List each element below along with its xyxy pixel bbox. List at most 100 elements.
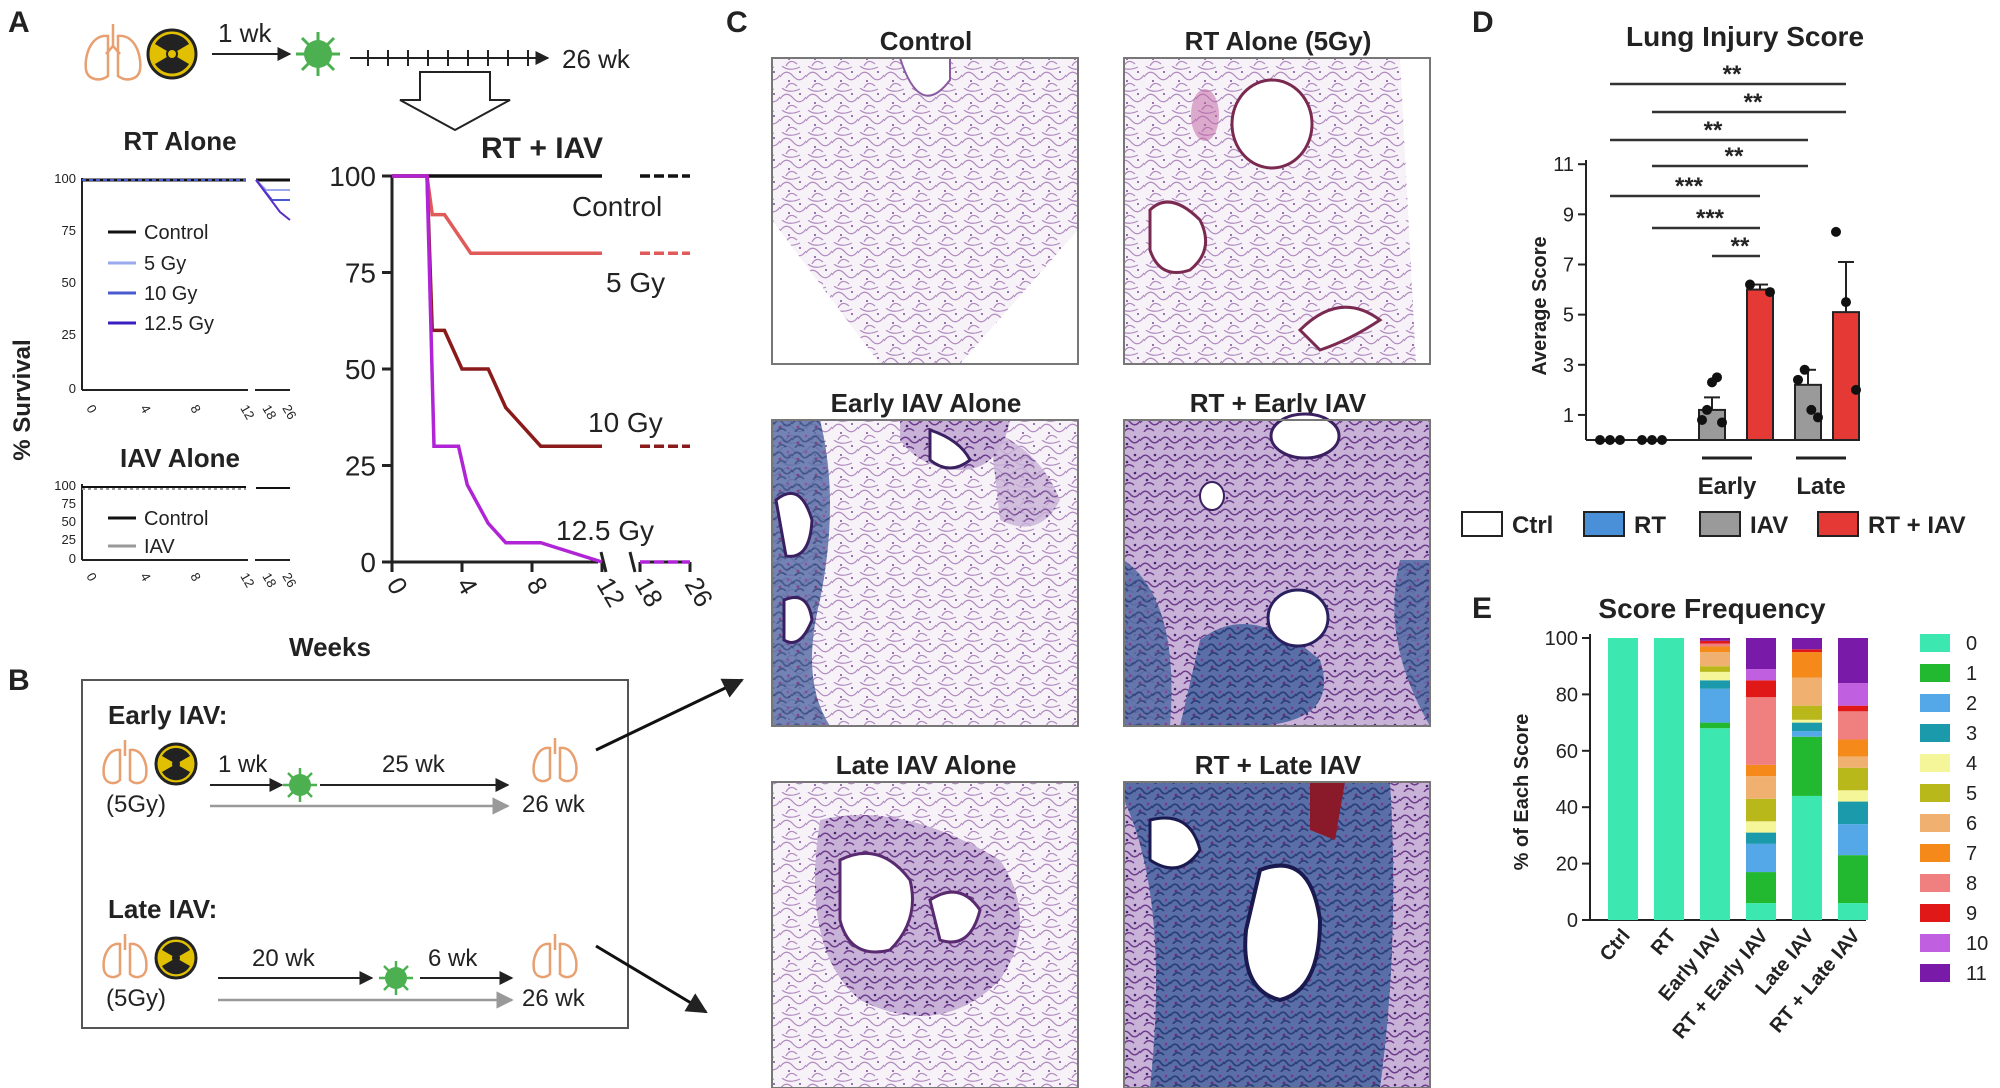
iav-alone-xtick: 4 [137, 570, 154, 584]
frequency-legend-label: 1 [1966, 663, 1977, 685]
frequency-legend-label: 4 [1966, 753, 1977, 775]
injury-legend-swatch [1461, 511, 1503, 537]
significance-label: ** [1731, 233, 1750, 260]
frequency-segment [1746, 680, 1776, 698]
frequency-ytick-label: 80 [1556, 684, 1578, 706]
survival-series-label: 10 Gy [588, 407, 663, 438]
injury-data-point [1615, 435, 1625, 445]
frequency-ytick-label: 40 [1556, 797, 1578, 819]
rt-alone-xtick: 4 [137, 402, 154, 416]
histology-title: Control [880, 26, 972, 56]
frequency-legend-label: 9 [1966, 903, 1977, 925]
injury-data-point [1765, 287, 1775, 298]
early-iav-title: Early IAV: [108, 700, 227, 730]
lung-icon [532, 738, 578, 783]
pointer-arrow [595, 944, 708, 1014]
frequency-segment [1608, 638, 1638, 920]
injury-group-label: Early [1698, 473, 1757, 500]
injury-legend-label: Ctrl [1512, 512, 1553, 539]
frequency-segment [1792, 652, 1822, 678]
injury-data-point [1637, 435, 1647, 445]
panel-b-schedule: Early IAV: (5Gy) 1 wk 25 wk 26 wk Late I… [81, 679, 629, 1029]
injury-ylabel: Average Score [1529, 236, 1551, 375]
rt-alone-ytick: 50 [62, 275, 76, 290]
iav-alone-ytick: 25 [62, 532, 76, 547]
virus-icon [379, 961, 413, 995]
iav-alone-xtick: 0 [83, 570, 100, 584]
significance-label: *** [1675, 173, 1704, 200]
survival-ytick-label: 100 [329, 161, 376, 192]
frequency-segment [1838, 705, 1868, 712]
rt-alone-xtick: 18 [259, 402, 279, 422]
panel-letter-c: C [726, 6, 748, 39]
iav-alone-ytick: 75 [62, 496, 76, 511]
histology-title: RT Alone (5Gy) [1185, 26, 1372, 56]
down-arrow-icon [399, 71, 511, 132]
injury-legend-label: IAV [1750, 512, 1788, 539]
injury-data-point [1605, 435, 1615, 445]
significance-label: ** [1744, 89, 1763, 116]
iav-alone-ytick: 0 [69, 551, 76, 566]
survival-xtick-label: 18 [629, 572, 669, 612]
frequency-segment [1838, 638, 1868, 684]
iav-alone-xtick: 8 [187, 570, 204, 584]
injury-legend-swatch [1817, 511, 1859, 537]
survival-series-label: Control [572, 191, 662, 222]
panel-c-histology: Control RT Alone (5Gy) Early IAV Alone R… [771, 26, 1431, 1088]
frequency-segment [1654, 638, 1684, 920]
frequency-segment [1700, 722, 1730, 729]
frequency-ytick-label: 0 [1567, 910, 1578, 932]
frequency-segment [1746, 776, 1776, 799]
frequency-segment [1838, 756, 1868, 768]
frequency-segment [1700, 680, 1730, 689]
rt-alone-ytick: 25 [62, 327, 76, 342]
frequency-segment [1838, 711, 1868, 740]
lung-injury-score-chart: Lung Injury Score Average Score 1357911 … [1461, 21, 1966, 539]
frequency-legend-swatch [1920, 814, 1950, 832]
survival-xtick-label: 0 [381, 572, 414, 600]
iav-alone-xtick: 26 [279, 570, 299, 590]
significance-label: *** [1696, 205, 1725, 232]
panel-letter-e: E [1472, 592, 1492, 625]
significance-label: ** [1704, 117, 1723, 144]
frequency-segment [1792, 722, 1822, 732]
frequency-segment [1838, 824, 1868, 856]
injury-data-point [1806, 404, 1817, 415]
injury-chart-title: Lung Injury Score [1626, 21, 1864, 52]
lung-icon [84, 24, 142, 81]
panel-letter-d: D [1472, 6, 1494, 39]
panel-a-timeline: 1 wk 26 wk [84, 18, 631, 132]
rt-alone-ytick: 75 [62, 223, 76, 238]
survival-ytick-label: 75 [345, 258, 376, 289]
frequency-segment [1700, 646, 1730, 653]
frequency-segment [1746, 669, 1776, 681]
histology-title: Early IAV Alone [831, 388, 1022, 418]
survival-ytick-label: 25 [345, 451, 376, 482]
lung-icon [532, 934, 578, 979]
radiation-icon [154, 742, 198, 786]
injury-data-point [1595, 435, 1605, 445]
rt-alone-xtick: 0 [83, 402, 100, 416]
frequency-segment [1746, 798, 1776, 822]
frequency-segment [1838, 767, 1868, 791]
panel-letter-b: B [8, 664, 30, 697]
rt-alone-legend-item: Control [144, 222, 208, 244]
frequency-segment [1746, 638, 1776, 670]
frequency-legend-label: 11 [1966, 963, 1987, 985]
radiation-icon [146, 28, 198, 80]
rt-alone-ytick: 100 [54, 171, 76, 186]
survival-xlabel: Weeks [289, 632, 371, 662]
frequency-legend-label: 2 [1966, 693, 1977, 715]
survival-xtick-label: 26 [679, 572, 719, 612]
early-end: 26 wk [522, 791, 586, 818]
injury-data-point [1799, 364, 1810, 375]
significance-label: ** [1723, 61, 1742, 88]
injury-ytick-label: 9 [1563, 204, 1574, 226]
injury-data-point [1712, 372, 1722, 383]
histology-image-control [771, 57, 1079, 365]
frequency-legend-label: 7 [1966, 843, 1977, 865]
frequency-segment [1700, 652, 1730, 667]
iav-alone-ytick: 100 [54, 478, 76, 493]
survival-ytick-label: 0 [360, 547, 376, 578]
